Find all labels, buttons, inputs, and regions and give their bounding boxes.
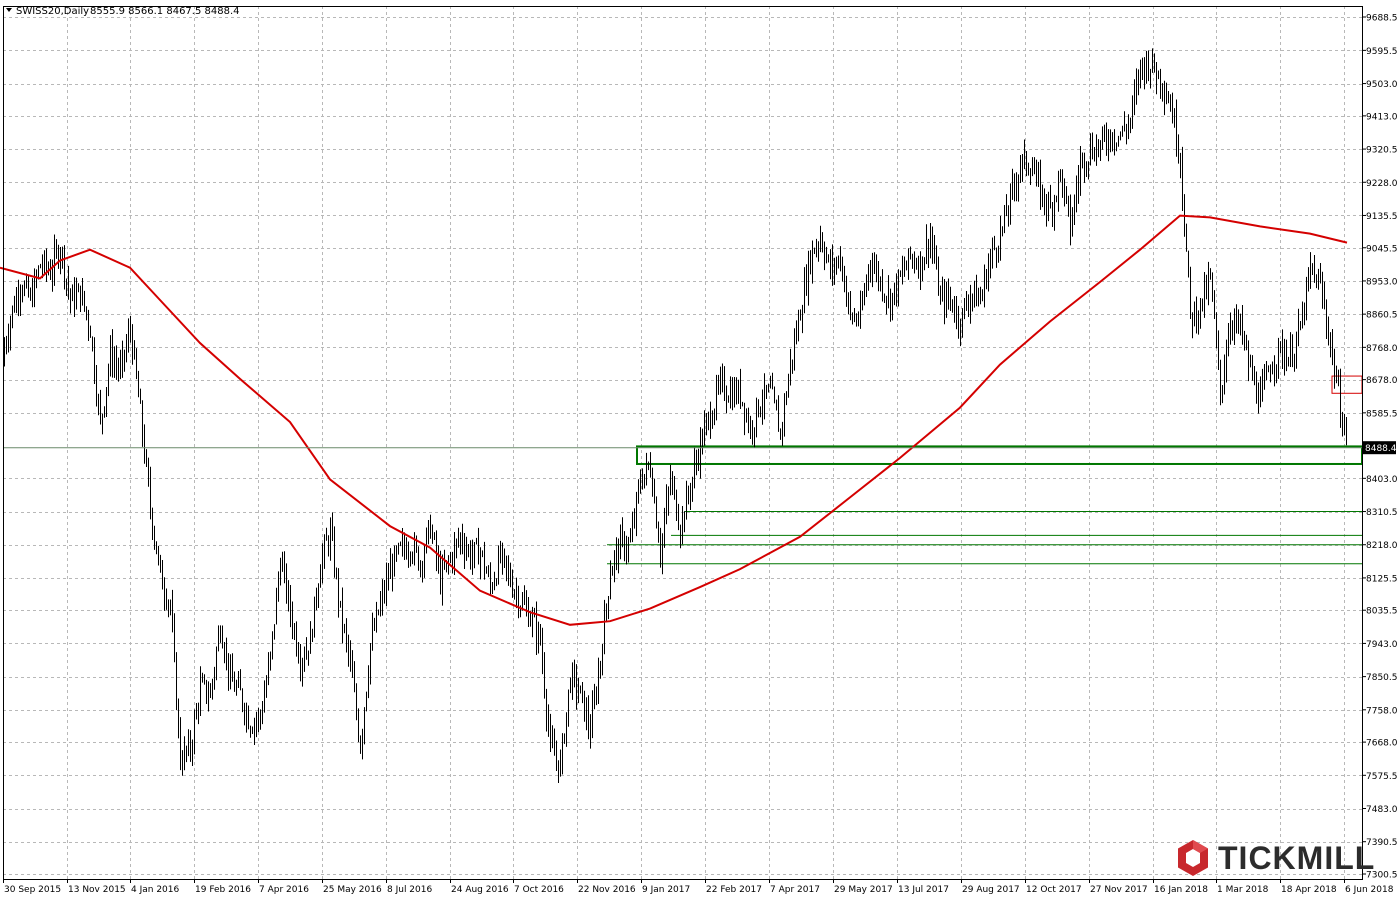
x-tick-label: 8 Jul 2016	[387, 885, 432, 895]
x-tick-label: 27 Nov 2017	[1090, 885, 1148, 895]
x-tick-label: 7 Apr 2016	[259, 885, 309, 895]
y-tick-label: 9320.5	[1366, 146, 1398, 156]
moving-average-line	[0, 214, 1348, 626]
y-tick-label: 7943.0	[1366, 640, 1398, 650]
x-tick-label: 7 Oct 2016	[514, 885, 564, 895]
y-tick-label: 9503.0	[1366, 80, 1398, 90]
moving-average	[0, 214, 1362, 626]
grid	[3, 6, 1362, 879]
x-tick-label: 13 Jul 2017	[898, 885, 949, 895]
x-tick-label: 25 May 2016	[323, 885, 382, 895]
y-tick-label: 9413.0	[1366, 112, 1398, 122]
support-zone	[636, 445, 1363, 465]
x-tick-label: 12 Oct 2017	[1026, 885, 1082, 895]
y-tick-label: 7390.5	[1366, 838, 1398, 848]
y-tick-label: 9688.5	[1366, 14, 1398, 24]
x-tick-label: 7 Apr 2017	[770, 885, 820, 895]
x-tick-label: 13 Nov 2015	[68, 885, 126, 895]
x-tick-label: 1 Mar 2018	[1217, 885, 1269, 895]
y-tick-label: 7850.5	[1366, 673, 1398, 683]
y-tick-label: 9045.5	[1366, 244, 1398, 254]
dropdown-triangle-icon[interactable]	[6, 8, 12, 12]
y-tick-label: 8125.5	[1366, 574, 1398, 584]
y-tick-label: 9135.5	[1366, 212, 1398, 222]
y-tick-label: 8310.5	[1366, 508, 1398, 518]
x-tick-label: 29 Aug 2017	[962, 885, 1020, 895]
brand-logo: TICKMILL	[1176, 838, 1375, 878]
tickmill-logo-icon	[1178, 840, 1208, 876]
x-tick-label: 29 May 2017	[834, 885, 893, 895]
x-tick-label: 30 Sep 2015	[4, 885, 61, 895]
y-tick-label: 8585.5	[1366, 409, 1398, 419]
x-tick-label: 6 Jun 2018	[1345, 885, 1394, 895]
y-tick-label: 7300.5	[1366, 871, 1398, 881]
y-tick-label: 7758.0	[1366, 706, 1398, 716]
y-tick-label: 8953.0	[1366, 277, 1398, 287]
y-tick-label: 9228.0	[1366, 179, 1398, 189]
y-tick-label: 7668.0	[1366, 739, 1398, 749]
y-tick-label: 8678.0	[1366, 376, 1398, 386]
symbol-label: SWISS20,Daily	[16, 6, 89, 17]
y-tick-label: 8035.5	[1366, 607, 1398, 617]
x-tick-label: 22 Feb 2017	[706, 885, 762, 895]
y-tick-label: 7483.0	[1366, 805, 1398, 815]
ohlc-bars	[4, 48, 1347, 783]
x-tick-label: 24 Aug 2016	[451, 885, 509, 895]
x-tick-label: 19 Feb 2016	[195, 885, 251, 895]
y-tick-label: 8218.0	[1366, 541, 1398, 551]
x-tick-label: 9 Jan 2017	[642, 885, 690, 895]
y-tick-label: 8860.5	[1366, 311, 1398, 321]
x-tick-label: 18 Apr 2018	[1281, 885, 1337, 895]
plot-frame	[3, 6, 1363, 880]
y-tick-label: 8403.0	[1366, 475, 1398, 485]
axes: 9688.5 9595.5 9503.0 9413.0 9320.5 9228.0 9135…	[3, 14, 1398, 895]
plot-border	[3, 6, 1363, 880]
x-tick-label: 4 Jan 2016	[131, 885, 179, 895]
y-tick-label: 7575.5	[1366, 772, 1398, 782]
y-tick-label: 8768.0	[1366, 344, 1398, 354]
support-lines	[607, 375, 1363, 565]
x-tick-label: 16 Jan 2018	[1154, 885, 1208, 895]
current-price-box: 8488.4	[1362, 441, 1397, 455]
current-price-label: 8488.4	[1365, 444, 1397, 454]
labels: SWISS20,Daily 8555.9 8566.1 8467.5 8488.…	[6, 6, 240, 17]
brand-name: TICKMILL	[1218, 840, 1376, 876]
x-tick-label: 22 Nov 2016	[578, 885, 636, 895]
current-price-box-bg	[1362, 441, 1396, 455]
y-tick-label: 9595.5	[1366, 47, 1398, 57]
ohlc-values: 8555.9 8566.1 8467.5 8488.4	[90, 6, 240, 17]
